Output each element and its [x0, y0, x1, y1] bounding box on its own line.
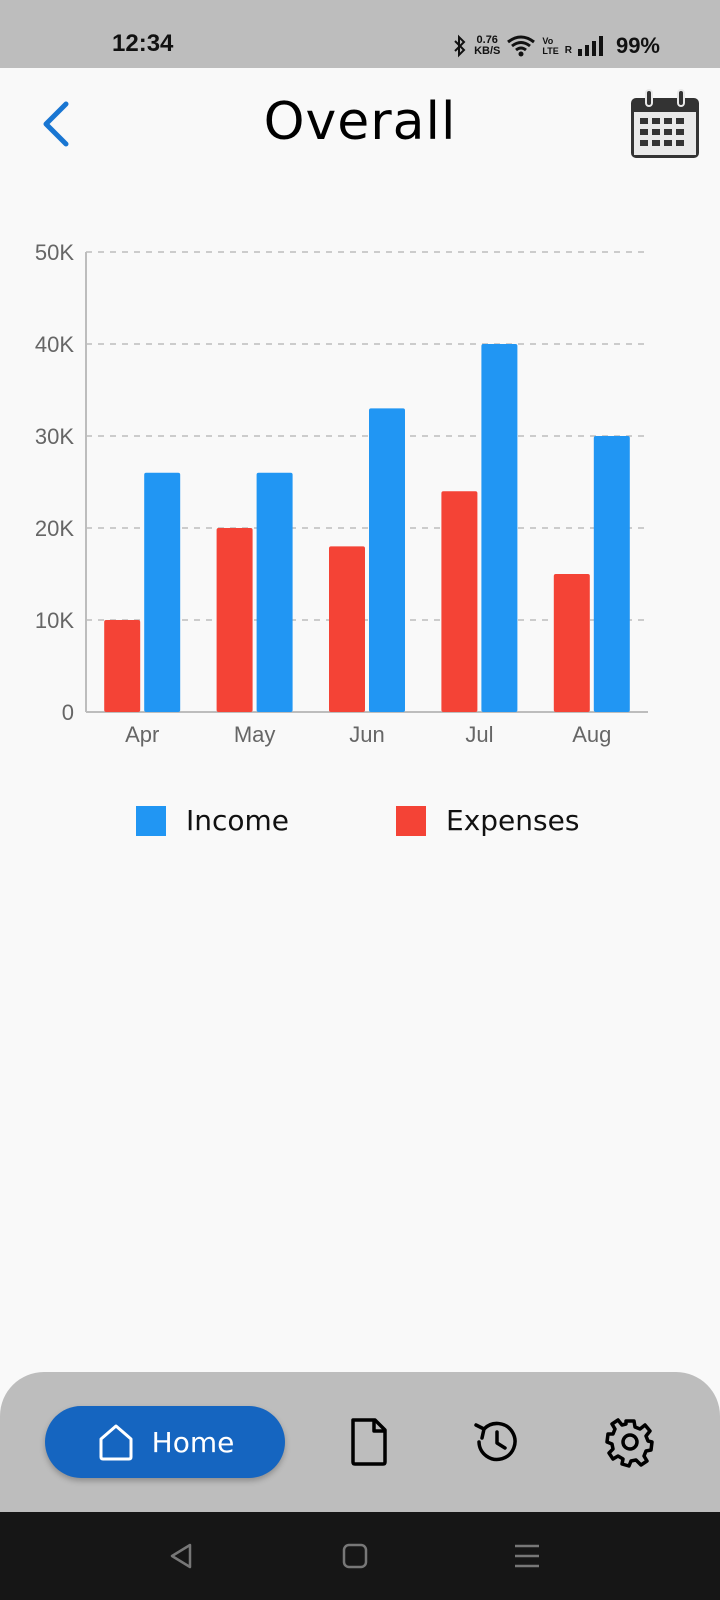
x-tick-label: Apr	[125, 722, 159, 747]
bottom-nav: Home	[0, 1372, 720, 1512]
chart-legend: Income Expenses	[0, 804, 720, 848]
status-icons: 0.76 KB/S Vo LTE R 99%	[452, 28, 660, 64]
calendar-icon	[631, 89, 699, 158]
y-tick-label: 20K	[35, 516, 74, 541]
y-tick-label: 30K	[35, 424, 74, 449]
x-tick-label: Jun	[349, 722, 384, 747]
nav-home-label: Home	[151, 1425, 235, 1459]
document-icon	[351, 1418, 387, 1466]
nav-settings-button[interactable]	[604, 1416, 656, 1468]
triangle-back-icon	[170, 1543, 192, 1569]
volte-top: Vo	[542, 36, 554, 46]
history-icon	[474, 1421, 517, 1462]
bar-chart: 0 10K 20K 30K 40K 50K Apr May Jun Jul Aug	[0, 220, 720, 760]
gear-icon	[605, 1418, 654, 1468]
system-back-button[interactable]	[166, 1540, 198, 1572]
status-bar: 12:34 0.76 KB/S Vo LTE R 99%	[0, 0, 720, 68]
nav-documents-button[interactable]	[343, 1416, 395, 1468]
chevron-left-icon	[43, 101, 69, 147]
y-tick-label: 50K	[35, 240, 74, 265]
x-tick-label: Aug	[572, 722, 611, 747]
bar-expenses-apr	[104, 620, 141, 712]
bar-expenses-aug	[553, 574, 590, 712]
y-tick-label: 10K	[35, 608, 74, 633]
bar-income-apr	[144, 472, 181, 712]
legend-label-expenses: Expenses	[446, 804, 580, 837]
y-tick-label: 0	[62, 700, 74, 725]
wifi-icon	[507, 35, 536, 57]
bar-expenses-may	[216, 528, 253, 712]
bar-chart-svg: 0 10K 20K 30K 40K 50K Apr May Jun Jul Aug	[35, 240, 648, 747]
battery-level: 99%	[615, 33, 660, 58]
net-speed: 0.76 KB/S	[474, 35, 500, 57]
x-tick-label: May	[234, 722, 276, 747]
volte-bottom: LTE	[542, 46, 559, 56]
calendar-button[interactable]	[628, 88, 702, 162]
bar-income-aug	[593, 436, 630, 712]
legend-item-expenses: Expenses	[396, 804, 579, 837]
status-time: 12:34	[112, 30, 174, 57]
legend-swatch-income	[136, 805, 166, 836]
bar-income-may	[256, 472, 293, 712]
roaming-indicator: R	[564, 44, 572, 56]
bluetooth-icon	[454, 34, 466, 58]
signal-icon	[577, 36, 603, 56]
bar-income-jul	[481, 344, 518, 712]
bar-expenses-jul	[441, 491, 478, 712]
bar-expenses-jun	[329, 546, 365, 712]
system-menu-button[interactable]	[511, 1540, 543, 1572]
net-speed-unit: KB/S	[474, 45, 501, 57]
square-home-icon	[342, 1543, 368, 1569]
volte-indicator: Vo LTE	[542, 36, 558, 56]
nav-history-button[interactable]	[470, 1416, 522, 1468]
x-tick-label: Jul	[465, 722, 493, 747]
home-icon	[99, 1424, 133, 1461]
y-tick-label: 40K	[35, 332, 74, 357]
nav-home-button[interactable]: Home	[45, 1406, 285, 1478]
menu-icon	[515, 1544, 539, 1568]
legend-swatch-expenses	[396, 805, 426, 836]
legend-label-income: Income	[186, 804, 290, 837]
net-speed-value: 0.76	[476, 34, 498, 46]
bar-income-jun	[369, 408, 405, 712]
page-title: Overall	[263, 92, 457, 152]
system-home-button[interactable]	[339, 1540, 371, 1572]
legend-item-income: Income	[136, 804, 289, 837]
system-nav-bar	[0, 1512, 720, 1600]
back-button[interactable]	[36, 96, 76, 152]
